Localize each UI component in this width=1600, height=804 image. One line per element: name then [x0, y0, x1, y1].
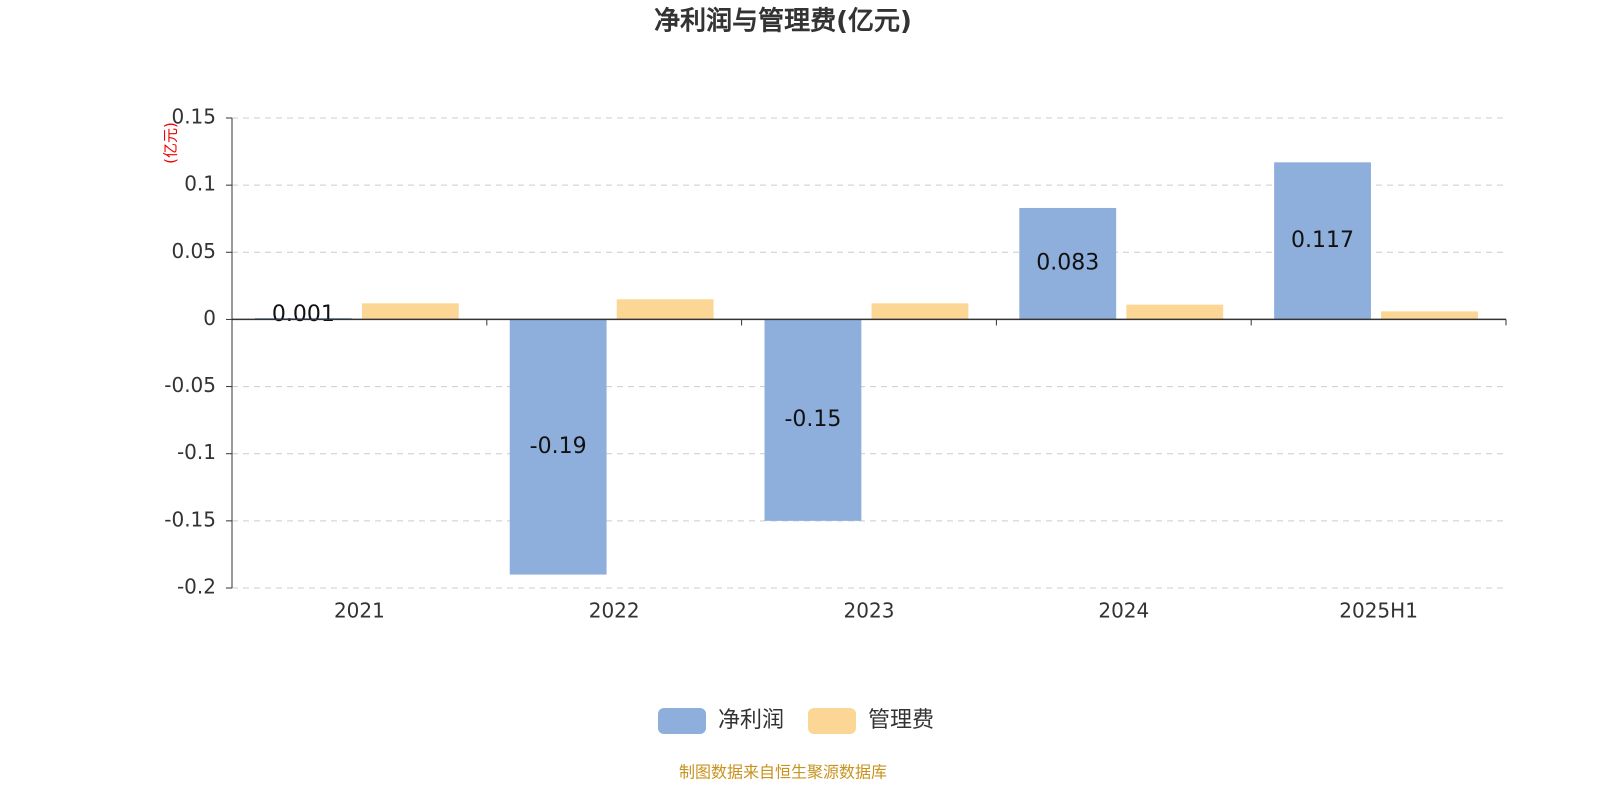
y-tick-label: -0.05	[164, 373, 216, 397]
data-label: 0.117	[1291, 228, 1354, 253]
bar	[361, 303, 459, 320]
bar	[1381, 311, 1478, 320]
legend-swatch	[808, 708, 856, 734]
legend-label: 管理费	[868, 708, 934, 733]
y-tick-label: 0.1	[184, 172, 216, 196]
y-tick-label: -0.2	[177, 575, 216, 599]
bar	[616, 299, 714, 320]
y-tick-label: -0.15	[164, 507, 216, 531]
bar	[509, 319, 607, 575]
y-axis-label: (亿元)	[162, 122, 180, 164]
x-tick-label: 2021	[334, 599, 385, 623]
y-tick-label: -0.1	[177, 440, 216, 464]
x-tick-label: 2023	[844, 599, 895, 623]
x-tick-label: 2022	[589, 599, 640, 623]
y-tick-label: 0.15	[171, 105, 216, 129]
bar	[1019, 207, 1117, 320]
x-tick-label: 2024	[1098, 599, 1149, 623]
chart-title: 净利润与管理费(亿元)	[654, 6, 912, 37]
data-label: 0.001	[272, 302, 335, 327]
data-label: -0.19	[530, 434, 587, 459]
bar	[1126, 304, 1224, 320]
data-label: 0.083	[1036, 251, 1099, 276]
bar	[1274, 162, 1371, 320]
y-tick-label: 0	[203, 306, 216, 330]
y-tick-label: 0.05	[171, 239, 216, 263]
bar	[764, 319, 862, 521]
bar	[871, 303, 969, 320]
legend-label: 净利润	[718, 708, 784, 733]
x-tick-label: 2025H1	[1339, 599, 1418, 623]
source-note: 制图数据来自恒生聚源数据库	[679, 763, 887, 782]
data-label: -0.15	[784, 407, 841, 432]
legend-swatch	[658, 708, 706, 734]
